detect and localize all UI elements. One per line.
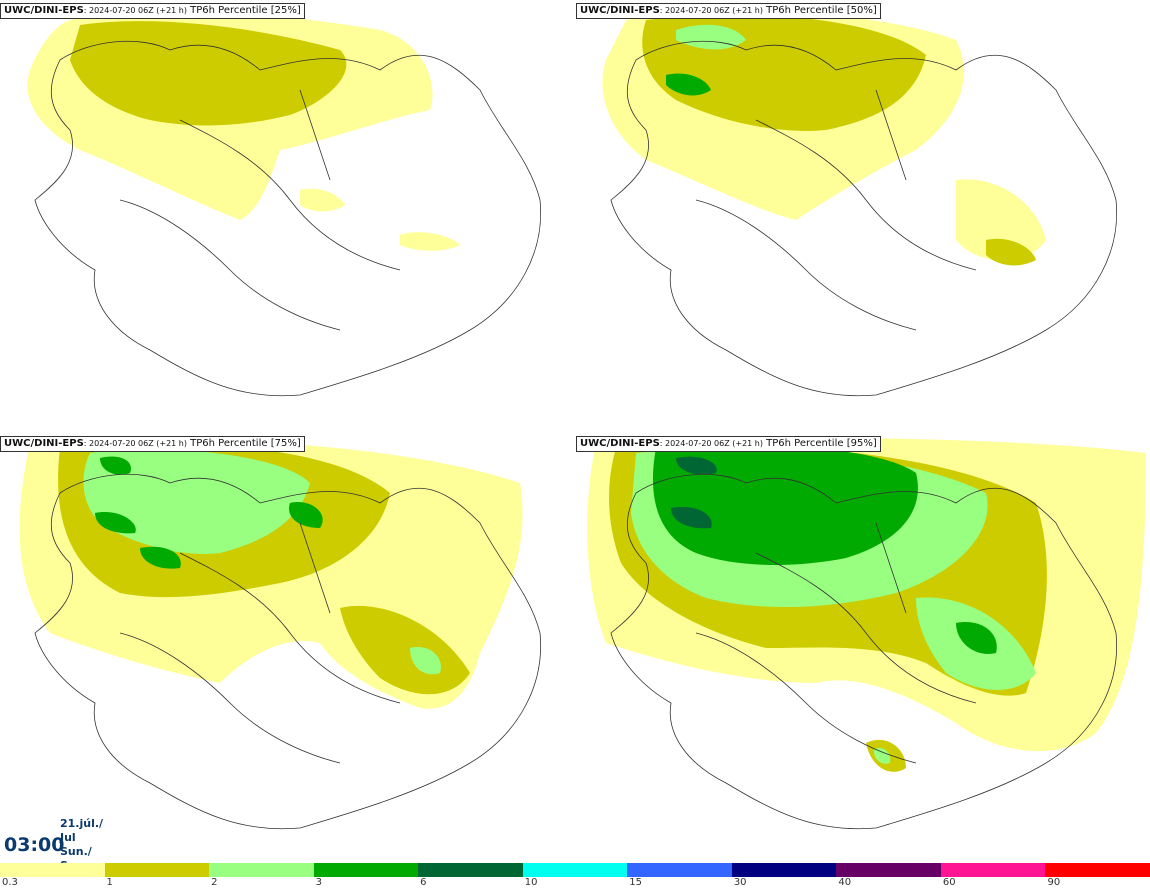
model-source: UWC/DINI-EPS — [4, 5, 84, 16]
legend-swatch — [0, 863, 105, 877]
precip-map-p50 — [602, 11, 1118, 397]
model-source: UWC/DINI-EPS — [580, 438, 660, 449]
precip-shading-p95 — [587, 437, 1146, 772]
valid-time-clock: 03:00 — [4, 834, 65, 856]
precip-map-p75 — [19, 439, 542, 830]
iceland-outline-p95 — [610, 473, 1118, 830]
variable-label: TP6h Percentile [25%] — [186, 5, 301, 16]
legend-swatch — [209, 863, 314, 877]
legend-label: 40 — [838, 877, 852, 888]
legend-label: 1 — [106, 877, 113, 888]
valid-date-line1: 21.júl./ Jul — [60, 817, 104, 844]
panel-title-p50: UWC/DINI-EPS: 2024-07-20 06Z (+21 h) TP6… — [576, 3, 881, 19]
legend-label: 30 — [733, 877, 747, 888]
iceland-outline-p50 — [610, 40, 1118, 397]
map-panel-p50: UWC/DINI-EPS: 2024-07-20 06Z (+21 h) TP6… — [576, 0, 1150, 430]
variable-label: TP6h Percentile [75%] — [186, 438, 301, 449]
legend-labels: 0.3 1 2 3 6 10 15 30 40 60 90 — [0, 877, 1150, 891]
run-info: : 2024-07-20 06Z (+21 h) — [659, 6, 763, 15]
panel-title-p95: UWC/DINI-EPS: 2024-07-20 06Z (+21 h) TP6… — [576, 436, 881, 452]
precip-map-p95 — [587, 437, 1146, 830]
legend-swatch — [940, 863, 1046, 877]
legend-swatch — [418, 863, 523, 877]
run-info: : 2024-07-20 06Z (+21 h) — [659, 439, 763, 448]
run-info: : 2024-07-20 06Z (+21 h) — [83, 6, 187, 15]
panel-title-p75: UWC/DINI-EPS: 2024-07-20 06Z (+21 h) TP6… — [0, 436, 305, 452]
panel-title-p25: UWC/DINI-EPS: 2024-07-20 06Z (+21 h) TP6… — [0, 3, 305, 19]
legend-swatch — [104, 863, 210, 877]
legend-swatch — [731, 863, 837, 877]
iceland-outline-p75 — [34, 473, 542, 830]
legend-label: 2 — [211, 877, 218, 888]
run-info: : 2024-07-20 06Z (+21 h) — [83, 439, 187, 448]
variable-label: TP6h Percentile [95%] — [762, 438, 877, 449]
legend-label: 90 — [1047, 877, 1061, 888]
color-legend — [0, 863, 1150, 877]
legend-swatch — [836, 863, 941, 877]
precip-shading-p50 — [602, 11, 1046, 266]
legend-label: 6 — [420, 877, 427, 888]
map-panel-p95: UWC/DINI-EPS: 2024-07-20 06Z (+21 h) TP6… — [576, 433, 1150, 863]
variable-label: TP6h Percentile [50%] — [762, 5, 877, 16]
legend-swatch — [522, 863, 628, 877]
legend-label: 15 — [629, 877, 642, 888]
legend-label: 3 — [315, 877, 322, 888]
model-source: UWC/DINI-EPS — [4, 438, 84, 449]
precip-shading-p75 — [19, 439, 523, 709]
map-panel-p25: UWC/DINI-EPS: 2024-07-20 06Z (+21 h) TP6… — [0, 0, 574, 430]
legend-swatch — [1045, 863, 1150, 877]
valid-time-box: 03:00 21.júl./ Jul Sun./ Sun — [0, 817, 106, 872]
precip-map-p25 — [27, 11, 542, 397]
iceland-outline-p25 — [34, 40, 542, 397]
legend-swatch — [313, 863, 419, 877]
legend-swatch — [627, 863, 732, 877]
legend-label: 0.3 — [2, 877, 18, 888]
model-source: UWC/DINI-EPS — [580, 5, 660, 16]
legend-label: 10 — [524, 877, 538, 888]
map-panel-p75: UWC/DINI-EPS: 2024-07-20 06Z (+21 h) TP6… — [0, 433, 574, 863]
precip-shading-p25 — [27, 11, 460, 251]
legend-label: 60 — [942, 877, 956, 888]
